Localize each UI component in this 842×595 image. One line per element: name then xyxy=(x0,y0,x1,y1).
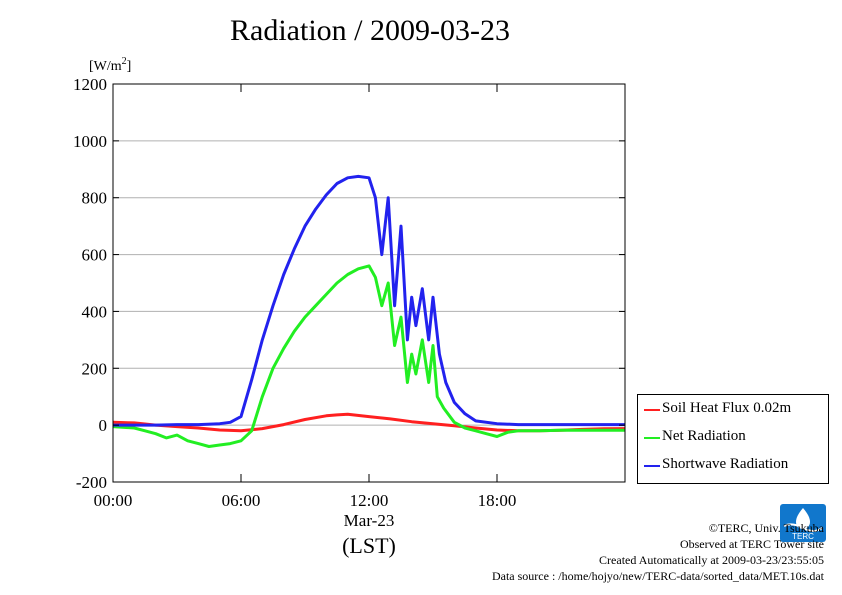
x-tick-label-3: 18:00 xyxy=(478,491,517,510)
legend-swatch-shortwave xyxy=(644,465,660,467)
y-tick-label-5: 800 xyxy=(82,189,108,208)
y-tick-label-2: 200 xyxy=(82,359,108,378)
y-tick-label-4: 600 xyxy=(82,246,108,265)
credit-source: Data source : /home/hojyo/new/TERC-data/… xyxy=(491,569,824,583)
x-tick-label-1: 06:00 xyxy=(222,491,261,510)
legend-label-net: Net Radiation xyxy=(662,428,746,444)
series-line-2 xyxy=(113,174,625,427)
legend-swatch-net xyxy=(644,437,660,439)
svg-text:TERC: TERC xyxy=(792,532,814,541)
y-tick-label-6: 1000 xyxy=(73,132,107,151)
y-tick-label-0: -200 xyxy=(76,473,107,492)
y-tick-label-3: 400 xyxy=(82,302,108,321)
x-tick-label-0: 00:00 xyxy=(94,491,133,510)
legend-label-shortwave: Shortwave Radiation xyxy=(662,456,789,472)
y-axis-label: [W/m2] xyxy=(89,56,131,74)
terc-logo-icon: TERC xyxy=(780,504,826,542)
chart-title: Radiation / 2009-03-23 xyxy=(230,14,510,47)
credit-observed: Observed at TERC Tower site xyxy=(679,537,824,551)
y-tick-label-7: 1200 xyxy=(73,75,107,94)
x-tick-label-2: 12:00 xyxy=(350,491,389,510)
series-line-0 xyxy=(112,412,626,433)
legend-label-soil: Soil Heat Flux 0.02m xyxy=(662,400,792,416)
chart-legend: Soil Heat Flux 0.02m Net Radiation Short… xyxy=(637,394,829,484)
series-line-1 xyxy=(112,264,625,448)
legend-item-soil-heat-flux: Soil Heat Flux 0.02m xyxy=(638,395,828,423)
credit-created: Created Automatically at 2009-03-23/23:5… xyxy=(599,553,824,567)
credit-copyright: ©TERC, Univ. Tsukuba xyxy=(708,521,824,535)
legend-item-shortwave: Shortwave Radiation xyxy=(638,451,828,479)
y-tick-label-1: 0 xyxy=(99,416,108,435)
legend-swatch-soil xyxy=(644,409,660,411)
x-axis-label: (LST) xyxy=(342,533,396,558)
legend-item-net-radiation: Net Radiation xyxy=(638,423,828,451)
credits-block: ©TERC, Univ. Tsukuba Observed at TERC To… xyxy=(492,520,824,584)
plot-frame xyxy=(112,83,626,483)
x-axis-date-label: Mar-23 xyxy=(344,511,395,530)
